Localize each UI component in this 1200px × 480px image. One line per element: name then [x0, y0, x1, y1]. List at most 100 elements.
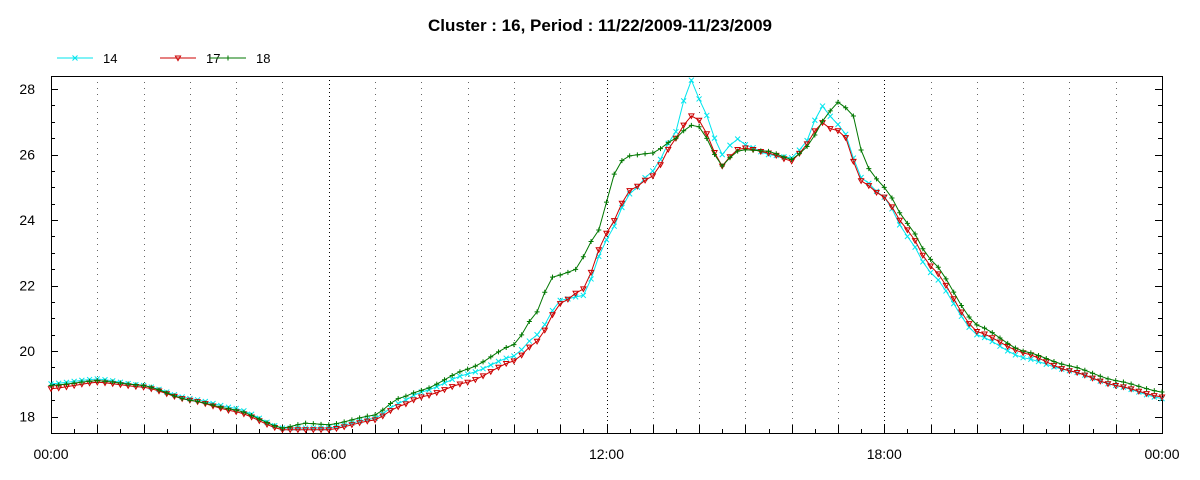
data-point-17 [1112, 383, 1120, 390]
data-point-18 [858, 147, 864, 153]
data-point-18 [719, 163, 725, 169]
data-point-18 [557, 272, 563, 278]
data-point-18 [179, 395, 185, 401]
data-point-17 [919, 252, 927, 259]
data-point-18 [426, 385, 432, 391]
data-point-17 [363, 418, 371, 425]
data-point-17 [348, 422, 356, 429]
data-point-18 [1120, 379, 1126, 385]
data-point-18 [1082, 367, 1088, 373]
data-point-18 [634, 152, 640, 158]
data-point-18 [63, 381, 69, 387]
series-18 [48, 99, 1165, 431]
data-point-14 [811, 117, 818, 124]
data-point-14 [927, 269, 934, 276]
data-point-18 [411, 390, 417, 396]
data-point-17 [525, 344, 533, 351]
data-point-17 [849, 158, 857, 165]
data-point-18 [233, 407, 239, 413]
data-point-17 [1081, 372, 1089, 379]
data-point-18 [820, 118, 826, 124]
data-point-18 [171, 393, 177, 399]
data-point-17 [988, 335, 996, 342]
legend-label-18: 18 [256, 51, 270, 66]
data-point-18 [619, 158, 625, 164]
data-point-17 [495, 364, 502, 371]
data-point-14 [611, 223, 618, 230]
data-point-14 [827, 113, 834, 120]
data-point-18 [148, 384, 154, 390]
data-point-18 [202, 400, 208, 406]
data-point-18 [835, 99, 841, 105]
data-point-18 [449, 372, 455, 378]
data-point-18 [850, 113, 856, 119]
data-point-17 [865, 183, 873, 190]
data-point-17 [633, 183, 641, 190]
data-point-17 [1119, 384, 1127, 391]
data-point-14 [572, 294, 579, 300]
data-point-17 [394, 404, 402, 411]
data-point-17 [934, 271, 942, 278]
data-point-18 [604, 199, 609, 205]
data-point-14 [580, 292, 587, 299]
series-line-18 [50, 101, 1163, 429]
data-point-17 [325, 427, 333, 434]
data-point-17 [842, 135, 850, 142]
data-point-14 [727, 142, 733, 149]
data-point-18 [1144, 386, 1150, 392]
data-point-18 [827, 108, 833, 114]
data-point-18 [349, 417, 355, 423]
data-point-14 [680, 98, 687, 104]
data-point-18 [665, 140, 671, 146]
data-point-17 [927, 263, 934, 270]
data-point-18 [1028, 350, 1034, 356]
data-point-17 [664, 146, 672, 154]
data-point-14 [511, 353, 517, 359]
data-point-18 [295, 422, 301, 428]
data-point-18 [372, 412, 378, 418]
data-point-18 [897, 210, 903, 216]
data-point-17 [595, 247, 603, 254]
data-point-14 [1020, 354, 1026, 361]
data-point-18 [1159, 389, 1165, 395]
data-point-18 [688, 122, 694, 128]
data-point-17 [695, 117, 703, 124]
data-point-17 [1135, 388, 1143, 395]
data-point-18 [526, 319, 532, 325]
data-point-17 [703, 131, 711, 138]
data-point-17 [1158, 394, 1166, 401]
data-point-17 [1096, 378, 1104, 385]
data-point-18 [480, 359, 486, 365]
data-point-18 [796, 151, 802, 157]
data-point-18 [881, 184, 887, 190]
data-point-17 [1065, 368, 1073, 375]
data-point-17 [387, 408, 394, 415]
data-point-17 [618, 200, 626, 207]
data-point-17 [888, 204, 896, 211]
data-point-18 [943, 276, 949, 282]
series-line-14 [50, 78, 1163, 429]
y-tick-label: 28 [19, 81, 35, 97]
data-point-14 [1012, 352, 1019, 358]
x-tick-label: 00:00 [1144, 446, 1179, 462]
data-point-17 [579, 286, 587, 293]
y-tick-label: 22 [19, 278, 35, 294]
data-point-18 [573, 266, 579, 272]
data-point-14 [449, 376, 456, 383]
data-point-18 [241, 409, 247, 415]
data-point-18 [727, 155, 733, 161]
data-point-18 [441, 377, 447, 383]
data-point-17 [379, 413, 387, 420]
data-point-17 [1058, 366, 1066, 373]
data-point-17 [857, 178, 865, 185]
data-point-18 [341, 419, 347, 425]
data-point-17 [309, 427, 317, 434]
data-point-18 [303, 420, 309, 426]
data-point-18 [565, 269, 571, 275]
data-point-18 [187, 397, 193, 403]
data-point-18 [928, 256, 934, 262]
data-point-18 [519, 332, 525, 338]
data-point-18 [48, 383, 54, 389]
data-point-18 [318, 421, 324, 427]
